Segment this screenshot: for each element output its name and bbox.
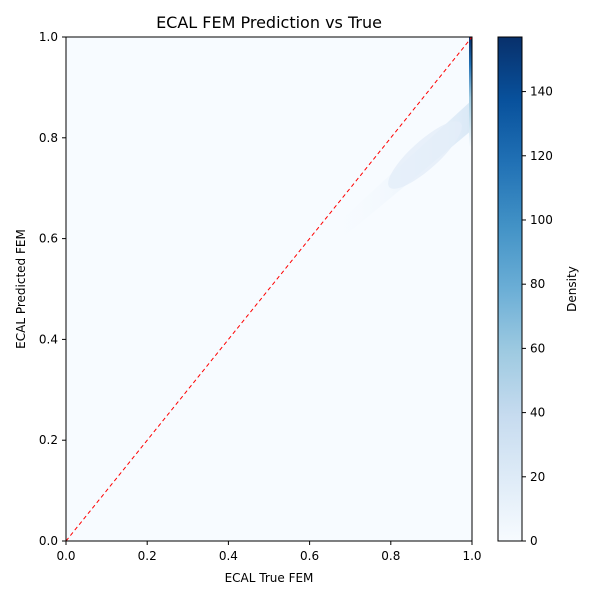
y-tick-label: 0.8 — [39, 131, 58, 145]
x-tick-label: 0.8 — [381, 549, 400, 563]
x-tick-label: 0.4 — [219, 549, 238, 563]
colorbar-tick-label: 120 — [530, 149, 553, 163]
y-tick-label: 1.0 — [39, 30, 58, 44]
colorbar-tick-label: 60 — [530, 341, 545, 355]
colorbar-tick-label: 0 — [530, 534, 538, 548]
true-one-density-column — [469, 37, 472, 147]
reference-diagonal-line — [65, 36, 473, 542]
chart-title: ECAL FEM Prediction vs True — [156, 13, 382, 32]
heatmap-density — [330, 37, 472, 240]
colorbar-label: Density — [565, 266, 579, 312]
plot-frame — [65, 36, 473, 542]
colorbar-tick-label: 80 — [530, 277, 545, 291]
y-tick-label: 0.4 — [39, 332, 58, 346]
y-axis: 0.0 0.2 0.4 0.6 0.8 1.0 ECAL Predicted F… — [14, 30, 66, 548]
x-tick-label: 0.0 — [56, 549, 75, 563]
colorbar-ticks: 0 20 40 60 80 100 120 140 — [522, 85, 553, 548]
y-tick-label: 0.2 — [39, 433, 58, 447]
diagonal-density-blob — [388, 121, 462, 189]
colorbar-gradient — [498, 37, 522, 541]
colorbar-tick-label: 20 — [530, 470, 545, 484]
colorbar-tick-label: 40 — [530, 406, 545, 420]
y-axis-label: ECAL Predicted FEM — [14, 229, 28, 349]
colorbar: 0 20 40 60 80 100 120 140 Density — [497, 36, 579, 548]
x-axis-label: ECAL True FEM — [225, 571, 314, 585]
x-tick-label: 0.6 — [300, 549, 319, 563]
y-tick-label: 0.6 — [39, 232, 58, 246]
colorbar-frame — [497, 36, 523, 542]
x-axis: 0.0 0.2 0.4 0.6 0.8 1.0 ECAL True FEM — [56, 541, 482, 585]
colorbar-tick-label: 140 — [530, 85, 553, 99]
x-tick-label: 1.0 — [462, 549, 481, 563]
colorbar-tick-label: 100 — [530, 213, 553, 227]
x-tick-label: 0.2 — [138, 549, 157, 563]
y-tick-label: 0.0 — [39, 534, 58, 548]
